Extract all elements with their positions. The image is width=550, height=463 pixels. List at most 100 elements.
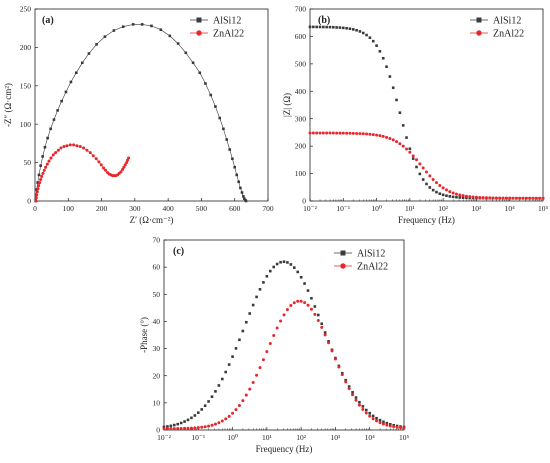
data-point: [381, 56, 385, 60]
x-tick-label: 10⁵: [538, 204, 549, 213]
data-point: [200, 408, 204, 411]
data-point: [364, 411, 368, 415]
data-point: [368, 411, 372, 415]
data-point: [378, 418, 382, 422]
data-point: [268, 269, 272, 273]
data-point: [358, 132, 362, 136]
data-point: [234, 408, 238, 412]
data-point: [303, 282, 306, 285]
data-point: [103, 35, 107, 38]
data-point: [388, 75, 392, 78]
data-point: [39, 164, 42, 167]
y-tick-label: 20: [153, 371, 161, 380]
data-point: [123, 163, 127, 167]
data-point: [378, 421, 382, 425]
data-point: [285, 308, 289, 312]
data-point: [191, 61, 195, 65]
legend-label-znal22: ZnAl22: [213, 29, 244, 40]
data-point: [435, 190, 438, 194]
data-point: [454, 192, 458, 196]
legend-marker-square: [476, 17, 482, 23]
data-point: [405, 147, 409, 151]
data-point: [364, 408, 368, 412]
data-point: [243, 197, 246, 200]
data-point: [508, 196, 512, 200]
data-point: [186, 418, 190, 422]
data-point: [371, 417, 375, 421]
data-point: [262, 281, 265, 284]
data-point: [140, 23, 144, 26]
data-point: [358, 30, 362, 33]
data-point: [514, 196, 518, 200]
data-point: [451, 195, 455, 199]
data-point: [444, 188, 448, 192]
data-point: [313, 305, 317, 308]
data-point: [255, 373, 259, 377]
data-point: [44, 165, 48, 169]
y-tick-label: 100: [295, 169, 307, 178]
data-point: [335, 131, 339, 135]
data-point: [214, 390, 217, 393]
data-point: [261, 358, 265, 362]
legend-label-znal22: ZnAl22: [357, 262, 388, 273]
data-point: [491, 196, 495, 200]
data-point: [488, 196, 492, 200]
y-tick-label: 50: [24, 158, 32, 167]
data-point: [94, 157, 98, 161]
data-point: [268, 341, 272, 345]
x-tick-label: 10⁻¹: [191, 433, 205, 442]
data-point: [340, 373, 344, 377]
y-tick-label: 50: [153, 290, 161, 299]
x-tick-label: 0: [33, 204, 37, 213]
data-point: [428, 174, 432, 178]
data-point: [391, 138, 395, 142]
data-point: [322, 25, 325, 29]
data-point: [309, 307, 313, 311]
data-point: [323, 331, 327, 334]
x-tick-label: 10⁰: [371, 204, 382, 213]
data-point: [196, 426, 200, 430]
data-point: [78, 144, 82, 148]
data-point: [371, 39, 375, 43]
data-point: [52, 118, 56, 121]
data-point: [405, 136, 408, 139]
legend-marker-square: [196, 17, 202, 23]
series-alsi12: [34, 23, 248, 203]
plot-frame: [34, 8, 269, 202]
data-point: [242, 195, 245, 198]
data-point: [481, 196, 485, 200]
legend-marker-square: [340, 250, 346, 256]
data-point: [183, 420, 186, 423]
panel-b-impedance-modulus-plot: 10⁻² 10⁻¹ 10⁰ 10¹ 10² 10³ 10⁴ 10⁵ 0 100 200 300 400 5…: [282, 5, 548, 225]
data-point: [241, 399, 245, 403]
data-point: [292, 266, 296, 269]
data-point: [388, 136, 392, 140]
data-point: [357, 403, 361, 407]
data-point: [344, 380, 348, 384]
data-point: [272, 334, 276, 338]
data-point: [122, 165, 126, 169]
data-point: [327, 339, 330, 343]
data-point: [162, 427, 166, 431]
data-point: [368, 414, 372, 418]
data-point: [411, 154, 415, 158]
y-tick-label: 70: [153, 236, 161, 245]
data-point: [498, 196, 502, 200]
data-point: [207, 424, 211, 428]
data-point: [225, 138, 229, 141]
data-point: [237, 180, 241, 184]
data-point: [200, 425, 204, 429]
data-point: [308, 25, 312, 29]
data-point: [421, 166, 425, 170]
data-point: [82, 146, 86, 150]
data-point: [441, 193, 445, 197]
data-point: [312, 25, 315, 29]
data-point: [88, 151, 92, 155]
plot-frame: [309, 8, 544, 202]
data-point: [464, 194, 468, 198]
data-point: [126, 158, 130, 162]
x-axis-label: Frequency (Hz): [398, 215, 455, 225]
data-point: [227, 414, 231, 418]
data-point: [351, 131, 355, 135]
data-point: [438, 192, 442, 195]
